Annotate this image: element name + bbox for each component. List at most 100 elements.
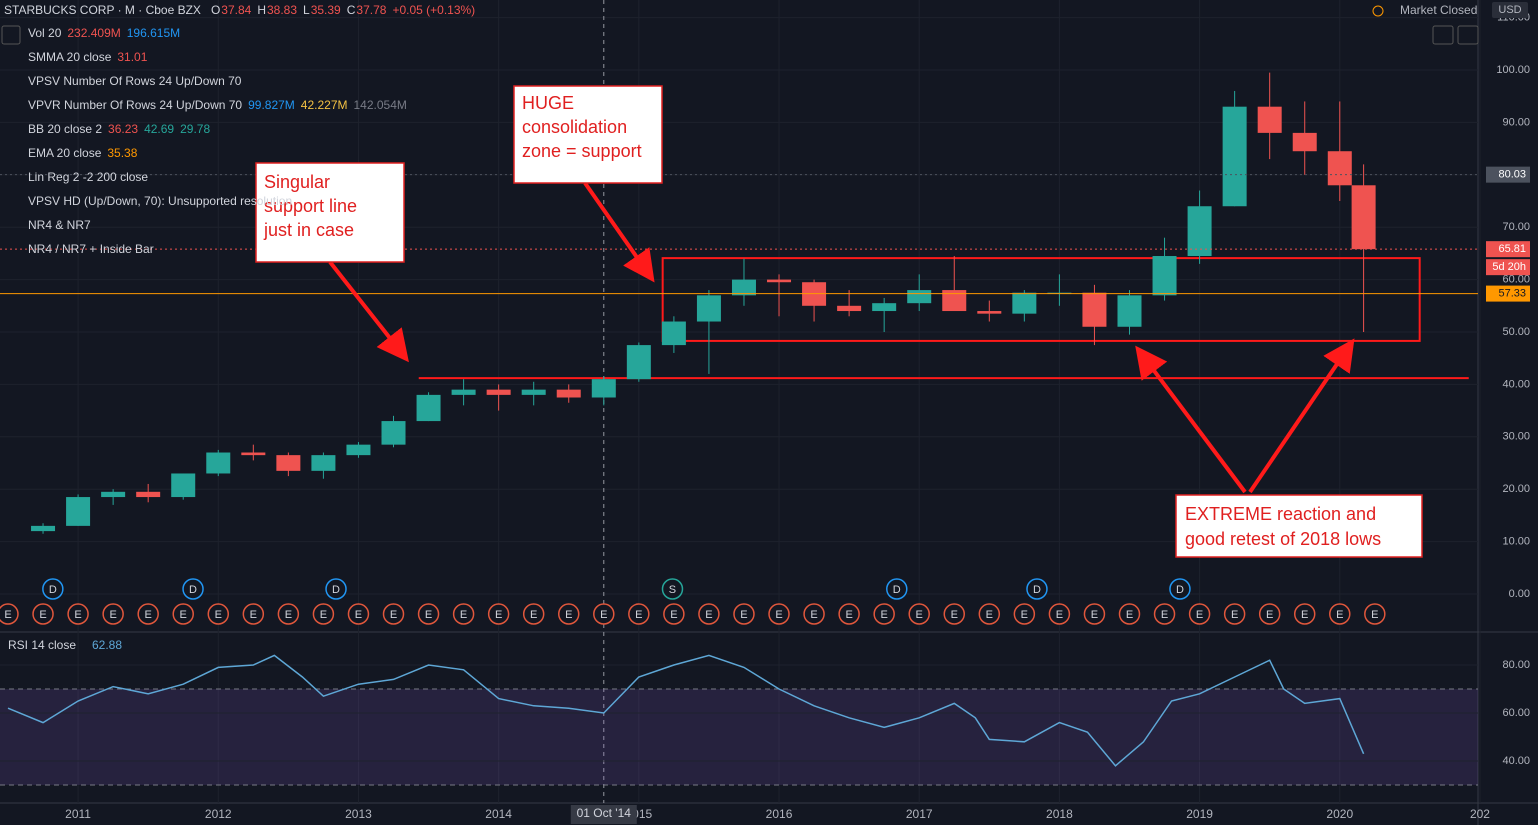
x-tick-label: 2011	[65, 807, 91, 821]
event-marker	[663, 603, 685, 625]
indicator-value: 42.227M	[301, 98, 348, 112]
event-label: E	[215, 609, 222, 621]
y-tick-label: 40.00	[1502, 378, 1530, 390]
currency-badge[interactable]	[1492, 2, 1528, 18]
candle-body	[1012, 292, 1037, 314]
candle-body	[556, 389, 581, 398]
arrows	[328, 181, 1355, 494]
button[interactable]	[1457, 25, 1479, 45]
event-marker	[382, 603, 405, 625]
x-tick-label: 2017	[906, 807, 933, 821]
y-tick-label: 80.00	[1502, 659, 1530, 671]
event-label: E	[1301, 609, 1308, 621]
annotation-text: EXTREME reaction and	[1185, 504, 1376, 524]
event-marker	[978, 603, 1001, 625]
event-label: D	[332, 584, 340, 596]
candle-body	[1187, 206, 1212, 257]
event-marker	[1293, 603, 1316, 625]
event-label: D	[49, 584, 57, 596]
event-label: E	[109, 609, 116, 621]
event-label: S	[669, 584, 676, 596]
indicator-value: 196.615M	[127, 26, 180, 40]
x-tick-label: 2018	[1046, 807, 1073, 821]
event-label: E	[1021, 609, 1028, 621]
indicator-name: BB 20 close 2	[28, 122, 102, 136]
event-marker	[1083, 603, 1106, 625]
event-label: E	[565, 609, 572, 621]
price-label: 80.03	[1498, 169, 1526, 181]
event-label: E	[600, 609, 607, 621]
candle-body	[206, 452, 231, 474]
event-marker	[733, 603, 755, 625]
indicator-value: 142.054M	[354, 98, 407, 112]
y-tick-label: 90.00	[1502, 116, 1530, 128]
rsi-value: 62.88	[92, 638, 122, 652]
event-label: E	[845, 609, 852, 621]
event-label: E	[250, 609, 257, 621]
event-label: E	[180, 609, 187, 621]
event-label: D	[1176, 584, 1184, 596]
event-marker	[522, 603, 545, 625]
arrow	[328, 260, 409, 363]
countdown: 5d 20h	[1492, 261, 1526, 273]
candle-body	[1152, 256, 1177, 296]
candle-body	[1222, 106, 1247, 207]
event-marker	[768, 603, 790, 625]
ohlc-value: 37.78	[356, 3, 386, 17]
event-marker	[452, 603, 475, 625]
y-tick-label: 50.00	[1502, 326, 1530, 338]
collapse-button[interactable]	[1, 25, 21, 45]
event-marker	[172, 603, 194, 625]
event-label: E	[1196, 609, 1203, 621]
event-label: E	[916, 609, 923, 621]
candle-body	[381, 421, 406, 445]
annotation-text: zone = support	[522, 141, 642, 161]
candle-body	[241, 452, 266, 456]
x-tick-label: 2016	[766, 807, 793, 821]
candle-body	[626, 345, 651, 380]
ohlc-value: 38.83	[267, 3, 297, 17]
button[interactable]	[1432, 25, 1454, 45]
price-label-bg	[1486, 285, 1530, 302]
event-label: E	[74, 609, 81, 621]
event-marker	[943, 603, 966, 625]
rsi-line	[7, 654, 1365, 767]
event-marker	[487, 603, 510, 625]
x-tick-label: 2012	[205, 807, 232, 821]
event-marker	[908, 603, 930, 625]
event-marker	[67, 603, 89, 625]
y-tick-label: 100.00	[1496, 64, 1530, 76]
price-label-bg	[1486, 241, 1530, 258]
event-marker	[42, 578, 64, 600]
candle-body	[1257, 106, 1282, 133]
indicator-name: Vol 20	[28, 26, 62, 40]
event-label: E	[1266, 609, 1273, 621]
candle-body	[451, 389, 476, 395]
indicator-value: 42.69	[144, 122, 174, 136]
event-label: E	[495, 609, 502, 621]
event-marker	[803, 603, 825, 625]
event-marker	[698, 603, 720, 625]
event-marker	[137, 603, 159, 625]
candle-body	[311, 455, 336, 471]
y-tick-label: 60.00	[1502, 707, 1530, 719]
event-label: E	[810, 609, 817, 621]
event-label: E	[986, 609, 993, 621]
event-marker	[557, 603, 580, 625]
event-label: E	[320, 609, 327, 621]
indicator-value: 35.38	[107, 146, 137, 160]
indicator-value: 36.23	[108, 122, 138, 136]
event-label: E	[1056, 609, 1063, 621]
indicator-name: VPSV HD (Up/Down, 70): Unsupported resol…	[28, 194, 292, 208]
y-tick-label: 10.00	[1502, 536, 1530, 548]
indicator-name: Lin Reg 2 -2 200 close	[28, 170, 148, 184]
arrow	[1135, 345, 1247, 494]
event-label: E	[39, 609, 46, 621]
ohlc-key: C	[347, 3, 356, 17]
candle-body	[136, 491, 161, 498]
event-marker	[325, 578, 347, 600]
event-marker	[347, 603, 370, 625]
